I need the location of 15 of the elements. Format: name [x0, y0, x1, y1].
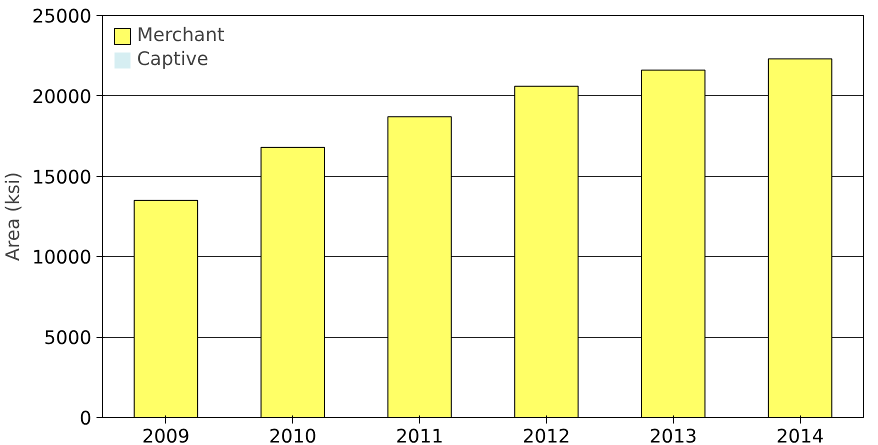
legend-label: Captive — [137, 49, 208, 70]
x-tick-label: 2014 — [776, 426, 824, 445]
x-tick-label: 2011 — [396, 426, 444, 445]
y-tick-label: 5000 — [44, 328, 92, 350]
y-tick-label: 25000 — [32, 6, 92, 28]
y-tick-label: 15000 — [32, 167, 92, 188]
x-tick-label: 2010 — [269, 426, 316, 445]
y-axis-title: Area (ksi) — [3, 172, 24, 262]
y-tick-label: 10000 — [32, 248, 92, 269]
x-tick-label: 2012 — [522, 426, 570, 445]
x-tick-label: 2009 — [142, 426, 190, 445]
y-tick-label: 20000 — [32, 86, 92, 108]
x-tick-label: 2013 — [650, 426, 697, 445]
y-tick-label: 0 — [80, 408, 92, 430]
legend-label: Merchant — [137, 25, 224, 46]
